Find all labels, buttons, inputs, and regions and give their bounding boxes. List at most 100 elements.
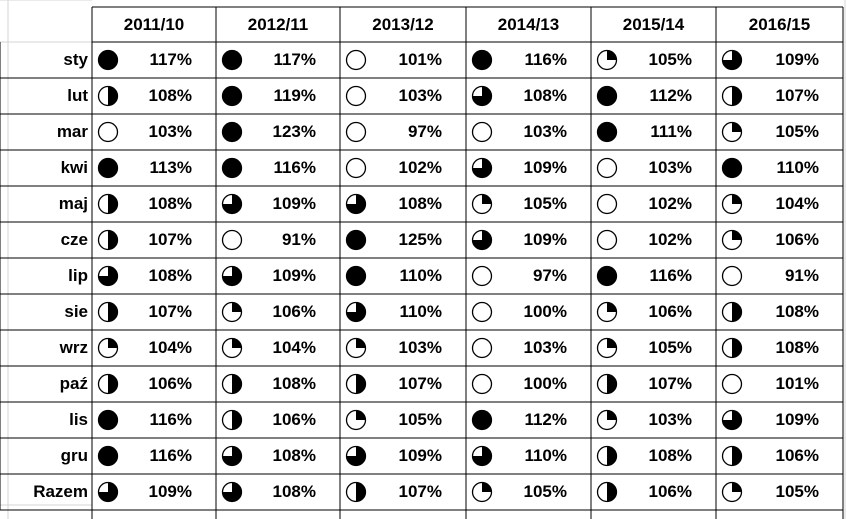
row-label: lip [68, 266, 88, 285]
quarter-circle-icon [345, 337, 367, 359]
cell-value: 106% [148, 374, 192, 393]
cell-value: 91% [281, 230, 316, 249]
table-cell: 112% [466, 402, 591, 438]
cell-value: 109% [775, 50, 819, 69]
three-quarter-circle-icon [221, 265, 243, 287]
row-label: wrz [59, 338, 88, 357]
cell-value: 106% [648, 302, 692, 321]
cell-value: 105% [648, 338, 692, 357]
cell-value: 117% [273, 50, 316, 69]
three-quarter-circle-icon [221, 481, 243, 503]
table-cell: 103% [466, 330, 591, 366]
full-circle-icon [345, 265, 367, 287]
empty-circle-icon [596, 229, 618, 251]
full-circle-icon [221, 85, 243, 107]
cell-value: 102% [398, 158, 442, 177]
half-circle-icon [596, 373, 618, 395]
table-cell: 103% [591, 402, 716, 438]
table-cell: 109% [716, 42, 843, 78]
table-cell: 110% [340, 294, 466, 330]
table-cell: 97% [340, 114, 466, 150]
empty-circle-icon [471, 337, 493, 359]
table-cell: 108% [591, 438, 716, 474]
cell-value: 109% [523, 158, 567, 177]
table-cell: 107% [92, 222, 216, 258]
quarter-circle-icon [221, 301, 243, 323]
table-cell: 105% [466, 186, 591, 222]
table-cell: 106% [716, 438, 843, 474]
half-circle-icon [221, 409, 243, 431]
cell-value: 103% [523, 338, 567, 357]
table-cell: 107% [340, 366, 466, 402]
full-circle-icon [596, 85, 618, 107]
table-cell: 109% [92, 474, 216, 510]
cell-value: 105% [775, 482, 819, 501]
cell-value: 103% [398, 338, 442, 357]
cell-value: 107% [648, 374, 692, 393]
cell-value: 116% [649, 266, 692, 285]
table-cell: 107% [92, 294, 216, 330]
table-cell: 91% [716, 258, 843, 294]
table-cell: 105% [591, 330, 716, 366]
column-header: 2015/14 [622, 14, 685, 34]
table-cell: 104% [216, 330, 340, 366]
half-circle-icon [596, 481, 618, 503]
row-label: sie [64, 302, 88, 321]
cell-value: 109% [398, 446, 442, 465]
row-label: mar [56, 122, 88, 141]
table-cell: 108% [716, 330, 843, 366]
empty-circle-icon [471, 301, 493, 323]
table-cell: 109% [466, 150, 591, 186]
table-cell: 103% [340, 330, 466, 366]
cell-value: 110% [524, 446, 567, 465]
cell-value: 103% [148, 122, 192, 141]
cell-value: 102% [648, 194, 692, 213]
three-quarter-circle-icon [221, 193, 243, 215]
cell-value: 105% [648, 50, 692, 69]
cell-value: 108% [398, 194, 442, 213]
table-cell: 103% [591, 150, 716, 186]
table-cell: 108% [92, 258, 216, 294]
table-cell: 109% [216, 186, 340, 222]
cell-value: 104% [148, 338, 192, 357]
full-circle-icon [471, 409, 493, 431]
cell-value: 116% [149, 446, 192, 465]
full-circle-icon [596, 265, 618, 287]
cell-value: 108% [775, 302, 819, 321]
column-header: 2011/10 [123, 14, 185, 34]
table-cell: 109% [340, 438, 466, 474]
table-cell: 117% [92, 42, 216, 78]
row-label: cze [60, 230, 88, 249]
cell-value: 108% [648, 446, 692, 465]
cell-value: 108% [148, 266, 192, 285]
row-label: gru [60, 446, 88, 465]
table-cell: 117% [216, 42, 340, 78]
table-cell: 101% [340, 42, 466, 78]
table-cell: 116% [92, 438, 216, 474]
table-cell: 108% [92, 78, 216, 114]
empty-circle-icon [345, 121, 367, 143]
table-cell: 102% [591, 222, 716, 258]
table-cell: 106% [716, 222, 843, 258]
full-circle-icon [596, 121, 618, 143]
row-label: maj [58, 194, 88, 213]
cell-value: 100% [523, 302, 567, 321]
three-quarter-circle-icon [721, 409, 743, 431]
table-cell: 103% [340, 78, 466, 114]
cell-value: 105% [523, 482, 567, 501]
cell-value: 108% [272, 374, 316, 393]
cell-value: 107% [398, 374, 442, 393]
cell-value: 107% [398, 482, 442, 501]
cell-value: 110% [776, 158, 819, 177]
table-cell: 109% [466, 222, 591, 258]
half-circle-icon [596, 445, 618, 467]
table-cell: 104% [716, 186, 843, 222]
cell-value: 105% [775, 122, 819, 141]
table-cell: 107% [716, 78, 843, 114]
table-cell: 110% [716, 150, 843, 186]
table-cell: 110% [466, 438, 591, 474]
cell-value: 103% [398, 86, 442, 105]
table-cell: 123% [216, 114, 340, 150]
cell-value: 116% [524, 50, 567, 69]
